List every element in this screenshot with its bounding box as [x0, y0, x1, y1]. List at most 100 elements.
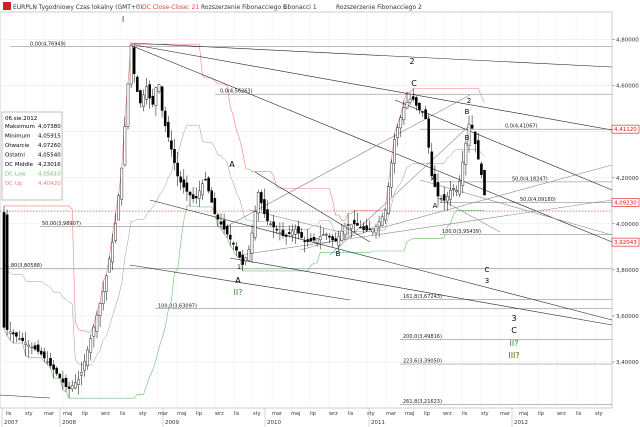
- candle-body: [204, 179, 207, 181]
- candle-body: [446, 196, 449, 202]
- dc-indicator-label[interactable]: DC Close-Close: 21: [142, 4, 199, 11]
- trendline: [129, 44, 613, 243]
- candle-body: [101, 291, 105, 304]
- wave-label: 1: [237, 264, 241, 271]
- wave-label: II?: [234, 288, 243, 297]
- candle-body: [442, 194, 446, 201]
- candle-body: [260, 192, 263, 204]
- candle-body: [359, 227, 362, 229]
- x-tick-label: mar: [272, 411, 283, 417]
- fib-level-label: 61,80(3,80588): [3, 263, 42, 269]
- plot-area[interactable]: [0, 11, 613, 409]
- wave-label: 3: [511, 314, 516, 323]
- candle-body: [8, 331, 12, 334]
- fib-ext-2-label[interactable]: Rozszerzenie Fibonacciego 2: [336, 4, 422, 11]
- y-axis: 4,800004,600004,400004,200004,000003,800…: [611, 38, 640, 366]
- fibonacci-label[interactable]: Fibonacci 1: [283, 4, 317, 11]
- candle-body: [139, 90, 142, 104]
- trendline: [229, 257, 613, 326]
- candle-body: [390, 162, 393, 188]
- fib-level-label: 0,0(4,56263): [220, 89, 253, 95]
- price-tag: 4,41120: [614, 127, 637, 133]
- dc-low-line: [3, 205, 485, 399]
- symbol-menu[interactable]: EURPLN Tygodniowy Czas lokalny (GMT+0): [13, 4, 142, 11]
- candle-body: [129, 44, 133, 85]
- fib-level-label: 50,0(4,18247): [512, 176, 548, 182]
- candle-body: [21, 337, 24, 341]
- trendline: [299, 164, 613, 251]
- info-value: 4,07260: [38, 143, 61, 149]
- fib-level-label: 100,0(3,95439): [442, 229, 481, 235]
- candle-body: [244, 257, 248, 262]
- candle-body: [346, 224, 350, 226]
- candle-body: [325, 234, 328, 236]
- candle-body: [464, 142, 468, 165]
- candle-body: [235, 246, 238, 251]
- info-value: 4,40420: [38, 181, 61, 187]
- candle-body: [160, 86, 164, 111]
- candles: [2, 44, 486, 399]
- candle-body: [194, 196, 198, 199]
- trendline: [394, 99, 613, 191]
- y-tick-label: 4,60000: [616, 84, 639, 90]
- candle-body: [18, 338, 21, 340]
- candle-body: [49, 358, 52, 366]
- candle-body: [170, 140, 173, 150]
- candle-body: [408, 98, 412, 103]
- candle-body: [207, 177, 210, 192]
- wave-label: A: [229, 160, 235, 169]
- candle-body: [294, 228, 297, 235]
- trendline: [437, 197, 501, 233]
- candle-body: [340, 230, 344, 241]
- y-tick-label: 4,20000: [616, 176, 639, 182]
- candle-body: [396, 127, 400, 138]
- candle-body: [70, 385, 74, 390]
- y-tick-label: 3,40000: [616, 360, 639, 366]
- x-tick-label: lis: [234, 411, 240, 417]
- candle-body: [185, 182, 189, 192]
- candle-body: [132, 47, 136, 74]
- fib-level-label: 223,6(3,39050): [403, 359, 442, 365]
- x-tick-label: mar: [44, 411, 55, 417]
- y-tick-label: 4,00000: [616, 222, 639, 228]
- candle-body: [439, 198, 443, 200]
- candle-body: [80, 372, 83, 376]
- dc-up-line: [4, 43, 485, 333]
- candle-body: [467, 123, 471, 146]
- x-tick-label: lip: [82, 411, 88, 417]
- candle-body: [166, 121, 170, 138]
- x-tick-label: sty: [25, 411, 33, 417]
- candle-body: [188, 191, 192, 196]
- candle-body: [393, 139, 396, 164]
- trendline: [149, 199, 613, 321]
- candle-body: [343, 225, 347, 236]
- candle-body: [64, 377, 68, 387]
- x-tick-label: lip: [538, 411, 544, 417]
- candle-body: [111, 241, 114, 263]
- fib-ext-1-label[interactable]: Rozszerzenie Fibonacciego 1: [201, 4, 287, 11]
- candle-body: [148, 84, 152, 99]
- candle-body: [142, 94, 145, 107]
- x-tick-label: lis: [576, 411, 582, 417]
- year-label: 2010: [267, 420, 281, 426]
- x-tick-label: sty: [481, 411, 489, 417]
- fib-level-label: 0,00(4,76949): [30, 41, 66, 47]
- candle-body: [418, 102, 421, 110]
- info-value: 4,05540: [38, 153, 61, 159]
- wave-label: 3: [485, 277, 489, 285]
- info-label: Minimum: [5, 134, 31, 140]
- info-label: DC Up: [5, 181, 23, 187]
- candle-body: [458, 180, 462, 195]
- candle-body: [52, 364, 55, 370]
- candle-body: [303, 240, 307, 243]
- candle-body: [135, 76, 139, 92]
- candle-body: [225, 226, 229, 235]
- candle-body: [89, 338, 93, 353]
- candle-body: [219, 221, 223, 225]
- candle-body: [272, 221, 276, 228]
- wave-labels: I A 1 A II? B A B 2 C 2 B A C 3 3 C II? III?: [122, 15, 520, 360]
- wave-label: C: [411, 79, 417, 88]
- price-tag: 4,09230: [614, 201, 637, 207]
- year-label: 2012: [514, 420, 528, 426]
